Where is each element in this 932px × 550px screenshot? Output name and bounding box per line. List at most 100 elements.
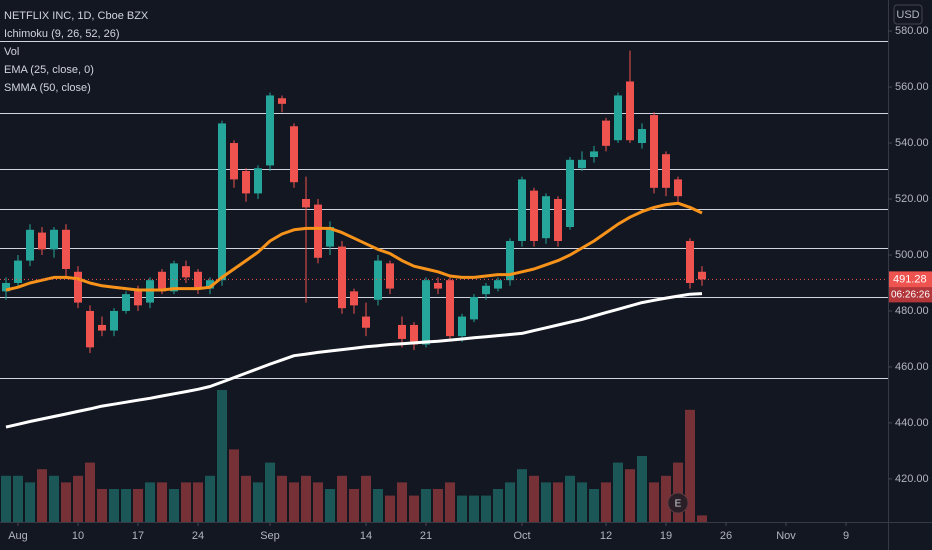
volume-bar: [217, 390, 227, 522]
volume-bar: [637, 456, 647, 522]
volume-bar: [205, 475, 215, 522]
y-tick-label: 580.00: [895, 25, 929, 37]
candle-body: [122, 294, 130, 311]
indicator-label: EMA (25, close, 0): [4, 64, 94, 76]
x-tick-label: 19: [660, 530, 672, 542]
candle-body: [86, 310, 94, 348]
volume-bar: [661, 475, 671, 522]
y-tick-label: 540.00: [895, 137, 929, 149]
countdown-box: [889, 287, 932, 303]
volume-bar: [241, 475, 251, 522]
candle-body: [494, 280, 502, 289]
candle-body: [230, 143, 238, 180]
volume-bar: [49, 475, 59, 522]
volume-bar: [13, 475, 23, 522]
last-price-box: [889, 271, 932, 288]
candle-body: [446, 280, 454, 337]
candle-body: [338, 246, 346, 309]
indicator-line: [5, 292, 703, 429]
candle-body: [422, 280, 430, 345]
volume-bar: [61, 482, 71, 522]
volume-bar: [337, 475, 347, 522]
volume-bar: [457, 495, 467, 522]
candle-body: [458, 316, 466, 337]
candle-body: [590, 151, 598, 158]
volume-bar: [1, 475, 11, 522]
x-tick-label: Sep: [260, 530, 280, 542]
candle-body: [566, 159, 574, 227]
candle-body: [698, 271, 706, 280]
volume-bar: [589, 489, 599, 522]
plot: E: [0, 41, 888, 522]
volume-bar: [505, 482, 515, 522]
volume-bar: [553, 482, 563, 522]
candle-body: [374, 260, 382, 300]
indicator-label: Vol: [4, 46, 19, 58]
volume-bar: [109, 489, 119, 522]
candle-body: [194, 271, 202, 289]
indicator-line: [5, 201, 703, 292]
x-tick-label: 10: [72, 530, 84, 542]
candle-body: [254, 168, 262, 194]
volume-bar: [37, 469, 47, 522]
candle-body: [314, 204, 322, 258]
candle-body: [14, 260, 22, 283]
candle-body: [218, 123, 226, 281]
candle-body: [674, 179, 682, 197]
volume-bar: [529, 475, 539, 522]
indicator-label: SMMA (50, close): [4, 82, 91, 94]
candle-body: [614, 95, 622, 141]
candle-body: [518, 179, 526, 241]
volume-bar: [193, 482, 203, 522]
volume-bar: [133, 489, 143, 522]
candle-body: [350, 291, 358, 306]
candle-body: [266, 95, 274, 166]
candle-body: [302, 199, 310, 208]
volume-bar: [481, 495, 491, 522]
x-tick-label: 26: [720, 530, 732, 542]
volume-bar: [181, 482, 191, 522]
candle-body: [578, 159, 586, 169]
symbol-title: NETFLIX INC, 1D, Cboe BZX: [4, 10, 149, 22]
volume-bar: [349, 489, 359, 522]
volume-bar: [385, 495, 395, 522]
earnings-marker: [667, 492, 689, 514]
earnings-label: E: [675, 499, 682, 510]
x-tick-label: Oct: [513, 530, 530, 542]
candle-body: [398, 324, 406, 339]
currency-box[interactable]: [893, 4, 923, 25]
candle-body: [62, 229, 70, 269]
volume-bar: [97, 489, 107, 522]
x-tick-label: 17: [132, 530, 144, 542]
candle-body: [110, 310, 118, 331]
candle-body: [158, 271, 166, 292]
x-tick-label: 9: [843, 530, 849, 542]
volume-bar: [469, 495, 479, 522]
volume-bar: [361, 475, 371, 522]
volume-bar: [613, 462, 623, 522]
volume-bar: [409, 495, 419, 522]
candle-body: [410, 324, 418, 345]
y-tick-label: 420.00: [895, 473, 929, 485]
volume-bar: [493, 489, 503, 522]
candle-body: [662, 154, 670, 188]
y-tick-label: 480.00: [895, 305, 929, 317]
candle-body: [602, 120, 610, 146]
candle-body: [554, 199, 562, 241]
currency[interactable]: USD: [896, 9, 919, 21]
candle-body: [98, 324, 106, 331]
volume-bar: [85, 462, 95, 522]
candle-body: [278, 98, 286, 104]
y-tick-label: 560.00: [895, 81, 929, 93]
candle-body: [170, 263, 178, 292]
volume-bar: [157, 482, 167, 522]
candle-body: [386, 263, 394, 289]
volume-bar: [229, 449, 239, 522]
candle-body: [38, 232, 46, 250]
candle-body: [506, 240, 514, 281]
candle-body: [686, 240, 694, 283]
x-tick-label: 14: [360, 530, 372, 542]
volume-bar: [577, 482, 587, 522]
